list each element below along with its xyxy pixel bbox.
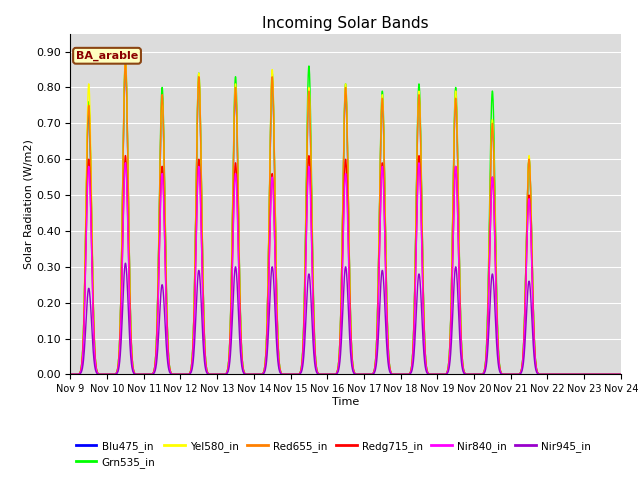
Nir840_in bbox=[480, 370, 488, 375]
Nir945_in bbox=[451, 271, 458, 276]
Redg715_in bbox=[67, 372, 74, 377]
Y-axis label: Solar Radiation (W/m2): Solar Radiation (W/m2) bbox=[23, 139, 33, 269]
Line: Grn535_in: Grn535_in bbox=[70, 59, 621, 374]
Grn535_in bbox=[451, 111, 458, 117]
Redg715_in bbox=[415, 154, 423, 160]
Grn535_in bbox=[521, 312, 529, 318]
Grn535_in bbox=[241, 372, 249, 377]
Grn535_in bbox=[122, 56, 129, 61]
Line: Nir840_in: Nir840_in bbox=[70, 163, 621, 374]
Yel580_in bbox=[451, 114, 458, 120]
Yel580_in bbox=[451, 107, 458, 112]
Blu475_in bbox=[122, 63, 129, 69]
Nir945_in bbox=[67, 372, 74, 377]
Nir840_in bbox=[617, 372, 625, 377]
Line: Nir945_in: Nir945_in bbox=[70, 263, 621, 374]
Blu475_in bbox=[415, 94, 423, 99]
Legend: Blu475_in, Grn535_in, Yel580_in, Red655_in, Redg715_in, Nir840_in, Nir945_in: Blu475_in, Grn535_in, Yel580_in, Red655_… bbox=[76, 441, 591, 468]
Nir840_in bbox=[521, 324, 529, 329]
Nir945_in bbox=[480, 371, 488, 376]
Yel580_in bbox=[521, 312, 529, 317]
Nir840_in bbox=[241, 372, 249, 377]
Blu475_in bbox=[521, 312, 529, 318]
Grn535_in bbox=[67, 372, 74, 377]
Redg715_in bbox=[480, 370, 488, 375]
Nir945_in bbox=[241, 372, 249, 377]
Yel580_in bbox=[617, 372, 625, 377]
Nir840_in bbox=[415, 161, 423, 167]
Nir840_in bbox=[451, 182, 458, 188]
Grn535_in bbox=[480, 369, 488, 375]
Blu475_in bbox=[617, 372, 625, 377]
Yel580_in bbox=[241, 372, 249, 377]
Line: Yel580_in: Yel580_in bbox=[70, 59, 621, 374]
Nir945_in bbox=[122, 260, 129, 266]
Redg715_in bbox=[451, 182, 458, 188]
Nir840_in bbox=[451, 177, 458, 183]
Line: Blu475_in: Blu475_in bbox=[70, 66, 621, 374]
Line: Redg715_in: Redg715_in bbox=[70, 156, 621, 374]
Redg715_in bbox=[241, 372, 249, 377]
Nir840_in bbox=[67, 372, 74, 377]
Red655_in bbox=[122, 60, 129, 65]
Line: Red655_in: Red655_in bbox=[70, 62, 621, 374]
Yel580_in bbox=[67, 372, 74, 377]
X-axis label: Time: Time bbox=[332, 397, 359, 407]
Red655_in bbox=[617, 372, 625, 377]
Nir945_in bbox=[521, 346, 529, 352]
Redg715_in bbox=[122, 153, 129, 158]
Blu475_in bbox=[480, 369, 488, 375]
Nir840_in bbox=[122, 160, 129, 166]
Red655_in bbox=[521, 312, 529, 318]
Red655_in bbox=[451, 120, 458, 126]
Yel580_in bbox=[480, 369, 488, 375]
Yel580_in bbox=[122, 56, 129, 61]
Title: Incoming Solar Bands: Incoming Solar Bands bbox=[262, 16, 429, 31]
Blu475_in bbox=[241, 372, 249, 377]
Redg715_in bbox=[617, 372, 625, 377]
Redg715_in bbox=[451, 177, 458, 183]
Red655_in bbox=[67, 372, 74, 377]
Nir945_in bbox=[415, 272, 423, 277]
Red655_in bbox=[480, 369, 488, 375]
Text: BA_arable: BA_arable bbox=[76, 51, 138, 61]
Grn535_in bbox=[617, 372, 625, 377]
Nir945_in bbox=[451, 274, 458, 279]
Red655_in bbox=[415, 94, 423, 99]
Blu475_in bbox=[451, 120, 458, 126]
Blu475_in bbox=[67, 372, 74, 377]
Red655_in bbox=[241, 372, 249, 377]
Redg715_in bbox=[521, 323, 529, 328]
Grn535_in bbox=[415, 83, 423, 89]
Grn535_in bbox=[451, 103, 458, 109]
Blu475_in bbox=[451, 113, 458, 119]
Yel580_in bbox=[415, 90, 423, 96]
Nir945_in bbox=[617, 372, 625, 377]
Red655_in bbox=[451, 113, 458, 119]
